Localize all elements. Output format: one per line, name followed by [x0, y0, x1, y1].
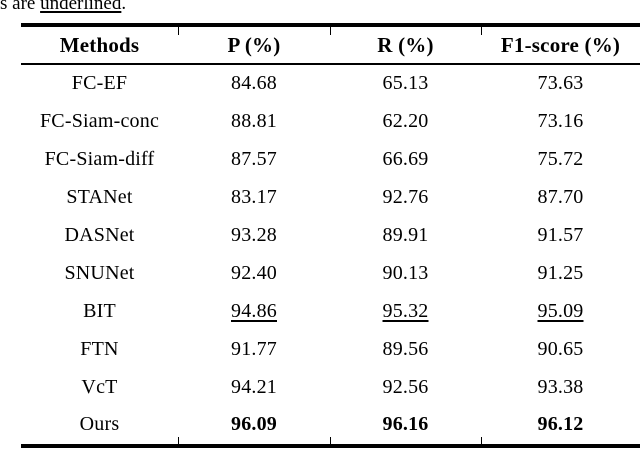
table-row: VcT 94.21 92.56 93.38 [21, 368, 640, 406]
results-table: Methods P (%) R (%) F1-score (%) FC-EF 8… [21, 23, 640, 448]
column-border-tick [480, 25, 482, 35]
cell-precision: 94.21 [231, 375, 277, 398]
cell-recall: 89.91 [382, 224, 429, 246]
table-row: STANet 83.17 92.76 87.70 [21, 179, 640, 217]
column-header-recall: R (%) [377, 32, 434, 57]
table-body: FC-EF 84.68 65.13 73.63 FC-Siam-conc 88.… [21, 65, 640, 444]
cell-method: STANet [66, 186, 133, 209]
table-row-second-best: BIT 94.86 95.32 95.09 [21, 292, 640, 330]
cell-f1: 95.09 [537, 299, 584, 322]
cell-method: FC-Siam-conc [39, 110, 160, 133]
cell-precision: 88.81 [231, 110, 277, 133]
cell-f1: 93.38 [537, 375, 584, 398]
cell-f1: 87.70 [537, 186, 584, 209]
cell-f1: 73.63 [537, 72, 584, 95]
cell-precision: 87.57 [231, 148, 277, 171]
column-header-methods: Methods [59, 32, 140, 57]
cell-method: FTN [80, 337, 119, 360]
table-row: SNUNet 92.40 90.13 91.25 [21, 254, 640, 292]
table-row: FC-Siam-diff 87.57 66.69 75.72 [21, 141, 640, 179]
cell-method: VcT [81, 375, 118, 398]
caption-prefix: s are [0, 0, 41, 14]
cell-method: FC-Siam-diff [44, 148, 155, 171]
cell-precision: 92.40 [231, 261, 277, 284]
column-border-tick [329, 25, 331, 35]
cell-f1: 73.16 [537, 110, 584, 133]
column-border-tick [329, 436, 331, 447]
cell-method: BIT [83, 299, 116, 322]
cell-method: DASNet [64, 224, 135, 246]
cell-recall: 96.16 [382, 413, 429, 436]
cell-recall: 89.56 [382, 337, 429, 360]
cell-precision: 91.77 [231, 337, 277, 360]
cell-precision: 96.09 [231, 413, 277, 436]
cell-precision: 83.17 [231, 186, 277, 209]
cell-recall: 66.69 [382, 148, 429, 171]
column-border-tick [480, 436, 482, 447]
cell-f1: 91.57 [537, 224, 584, 246]
cell-precision: 93.28 [231, 224, 277, 246]
cell-precision: 84.68 [231, 72, 277, 95]
caption-fragment: s are underlined. [0, 0, 126, 15]
caption-underlined-word: underlined [40, 0, 122, 14]
cell-recall: 90.13 [382, 261, 429, 284]
table-row: FTN 91.77 89.56 90.65 [21, 330, 640, 368]
caption-suffix: . [121, 0, 127, 14]
cell-method: FC-EF [71, 72, 128, 95]
cell-recall: 92.56 [382, 375, 429, 398]
table-row: DASNet 93.28 89.91 91.57 [21, 217, 640, 255]
cell-recall: 62.20 [382, 110, 429, 133]
table-row-best: Ours 96.09 96.16 96.12 [21, 406, 640, 444]
cell-f1: 91.25 [537, 261, 584, 284]
cell-f1: 75.72 [537, 148, 584, 171]
cell-f1: 96.12 [537, 413, 584, 436]
column-border-tick [177, 25, 179, 35]
cell-f1: 90.65 [537, 337, 584, 360]
cell-method: SNUNet [64, 261, 135, 284]
cell-method: Ours [79, 413, 120, 436]
cell-recall: 95.32 [382, 299, 429, 322]
column-border-tick [177, 436, 179, 447]
cell-precision: 94.86 [231, 299, 277, 322]
table-header-row: Methods P (%) R (%) F1-score (%) [21, 27, 640, 65]
column-header-f1: F1-score (%) [500, 32, 621, 57]
cell-recall: 92.76 [382, 186, 429, 209]
cell-recall: 65.13 [382, 72, 429, 95]
column-header-precision: P (%) [227, 32, 281, 57]
table-row: FC-EF 84.68 65.13 73.63 [21, 65, 640, 103]
table-row: FC-Siam-conc 88.81 62.20 73.16 [21, 103, 640, 141]
